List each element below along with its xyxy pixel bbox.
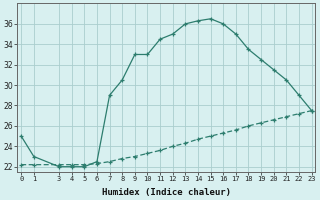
X-axis label: Humidex (Indice chaleur): Humidex (Indice chaleur) <box>102 188 231 197</box>
